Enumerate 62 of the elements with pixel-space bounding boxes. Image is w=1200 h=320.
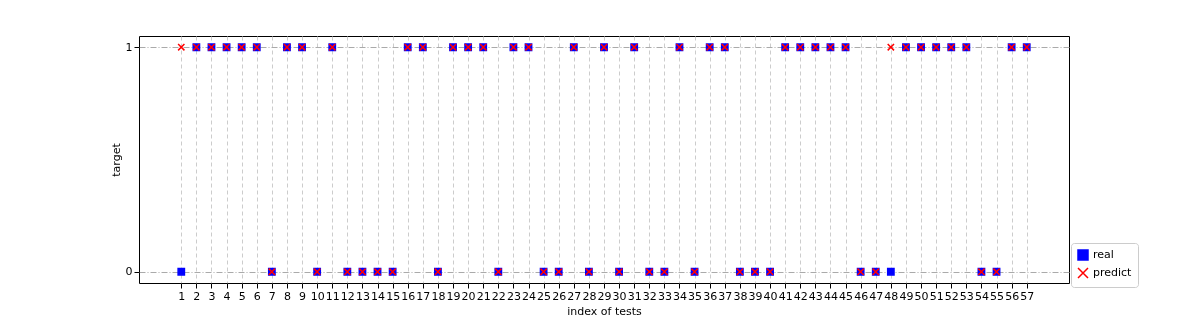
x-tick-label: 38 xyxy=(733,289,748,303)
y-axis-title: target xyxy=(109,142,123,177)
x-tick-label: 15 xyxy=(386,289,401,303)
x-tick-label: 25 xyxy=(537,289,552,303)
x-tick-label: 20 xyxy=(461,289,476,303)
x-tick-label: 57 xyxy=(1020,289,1035,303)
x-tick-label: 2 xyxy=(193,289,201,303)
x-tick-label: 46 xyxy=(854,289,869,303)
x-tick-label: 43 xyxy=(808,289,823,303)
x-tick-label: 51 xyxy=(929,289,944,303)
x-tick-label: 14 xyxy=(371,289,386,303)
x-tick-label: 41 xyxy=(778,289,793,303)
x-tick-label: 40 xyxy=(763,289,778,303)
x-tick-label: 30 xyxy=(612,289,627,303)
x-tick-label: 45 xyxy=(839,289,854,303)
x-tick-label: 47 xyxy=(869,289,884,303)
x-tick-label: 16 xyxy=(401,289,416,303)
x-tick-label: 52 xyxy=(944,289,959,303)
x-tick-label: 37 xyxy=(718,289,733,303)
x-tick-label: 34 xyxy=(672,289,687,303)
x-tick-label: 4 xyxy=(223,289,231,303)
x-tick-label: 33 xyxy=(657,289,672,303)
legend-label: real xyxy=(1093,248,1114,261)
x-tick-label: 8 xyxy=(283,289,291,303)
x-tick-label: 54 xyxy=(974,289,989,303)
x-tick-label: 49 xyxy=(899,289,914,303)
x-tick-label: 12 xyxy=(340,289,355,303)
x-tick-label: 39 xyxy=(748,289,763,303)
x-tick-label: 22 xyxy=(491,289,506,303)
x-tick-label: 55 xyxy=(990,289,1005,303)
x-tick-label: 53 xyxy=(959,289,974,303)
x-tick-label: 23 xyxy=(506,289,521,303)
x-tick-label: 42 xyxy=(793,289,808,303)
x-tick-label: 5 xyxy=(238,289,246,303)
x-tick-label: 50 xyxy=(914,289,929,303)
x-tick-label: 6 xyxy=(253,289,261,303)
x-tick-label: 32 xyxy=(642,289,657,303)
x-tick-label: 10 xyxy=(310,289,325,303)
x-tick-label: 29 xyxy=(597,289,612,303)
x-tick-label: 3 xyxy=(208,289,216,303)
x-tick-label: 1 xyxy=(178,289,186,303)
x-tick-label: 9 xyxy=(299,289,307,303)
x-tick-label: 19 xyxy=(446,289,461,303)
x-tick-label: 27 xyxy=(567,289,582,303)
x-axis-title: index of tests xyxy=(567,304,643,318)
legend-label: predict xyxy=(1093,266,1133,279)
x-tick-label: 48 xyxy=(884,289,899,303)
x-tick-label: 18 xyxy=(431,289,446,303)
x-tick-label: 26 xyxy=(552,289,567,303)
x-tick-label: 21 xyxy=(476,289,491,303)
x-tick-label: 13 xyxy=(355,289,370,303)
x-tick-label: 28 xyxy=(582,289,597,303)
x-tick-label: 35 xyxy=(688,289,703,303)
x-tick-label: 44 xyxy=(823,289,838,303)
y-tick-label: 0 xyxy=(125,265,133,279)
x-tick-label: 36 xyxy=(703,289,718,303)
x-tick-label: 24 xyxy=(522,289,537,303)
x-tick-label: 7 xyxy=(268,289,276,303)
x-tick-label: 56 xyxy=(1005,289,1020,303)
x-tick-label: 31 xyxy=(627,289,642,303)
x-tick-label: 17 xyxy=(416,289,431,303)
x-tick-label: 11 xyxy=(325,289,340,303)
